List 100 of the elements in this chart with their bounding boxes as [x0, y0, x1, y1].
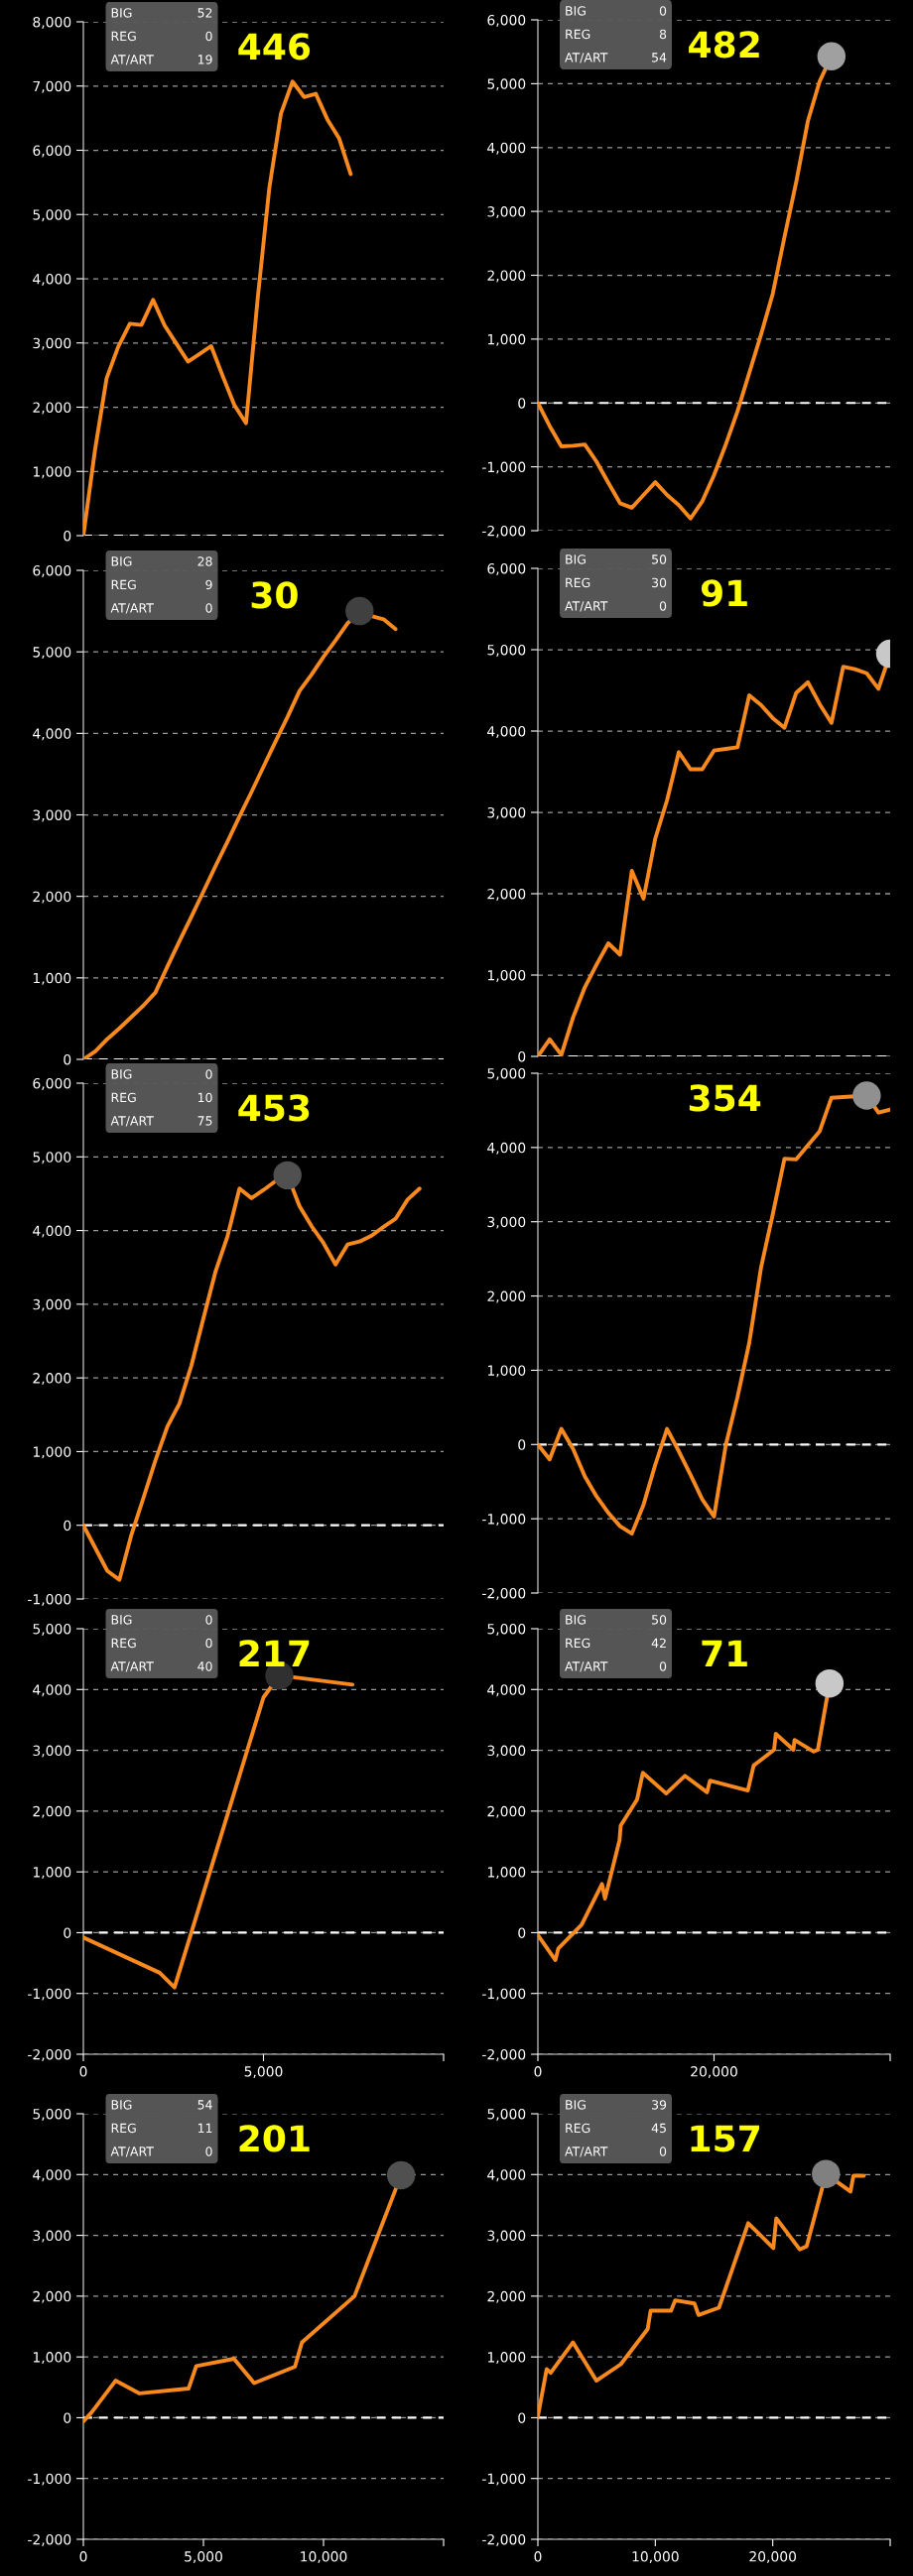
y-tick-label: 0 [64, 1520, 71, 1532]
y-tick-label: 6,000 [487, 14, 526, 27]
chart-title: 453 [238, 1094, 310, 1122]
text: BIG [111, 556, 132, 566]
annotation: AT/ART [565, 53, 608, 63]
annotation: 30 [652, 577, 667, 588]
y-tick-label: -1,000 [28, 1988, 71, 2001]
text: 0 [659, 6, 667, 16]
chart-title: 201 [239, 2125, 310, 2152]
y-tick-label: 3,000 [487, 1745, 526, 1758]
annotation: AT/ART [110, 55, 154, 65]
y-tick-label: -1,000 [482, 461, 526, 474]
y-tick-label: 4,000 [33, 2169, 71, 2182]
y-tick-label: 1,000 [33, 466, 71, 479]
y-tick-label: -2,000 [482, 1587, 526, 1600]
y-tick-label: 4,000 [33, 273, 71, 286]
y-tick-label: 3,000 [487, 1216, 526, 1229]
y-tick-label: -1,000 [482, 1988, 526, 2001]
y-tick-label: 5,000 [33, 209, 71, 222]
line-series [538, 2171, 866, 2419]
y-tick-label: 0 [518, 398, 526, 409]
annotation: 9 [205, 579, 212, 590]
y-tick-label: 6,000 [33, 1077, 71, 1090]
annotation: REG [111, 1092, 136, 1103]
text: BIG [111, 2100, 132, 2110]
y-tick-label: 0 [518, 1439, 526, 1450]
annotation: AT/ART [110, 1116, 154, 1127]
annotation: 40 [197, 1661, 212, 1671]
annotation: 0 [659, 2147, 667, 2156]
y-tick-label: 1,000 [487, 2352, 526, 2365]
chart-title: 91 [701, 579, 747, 607]
y-tick-label: 6,000 [487, 562, 526, 575]
y-tick-label: 3,000 [487, 206, 526, 219]
y-tick-label: 2,000 [487, 270, 526, 283]
text: BIG [111, 8, 132, 18]
y-tick-label: 5,000 [33, 1152, 71, 1165]
x-tick-label: 0 [534, 2066, 542, 2077]
annotation: 0 [205, 603, 212, 613]
y-tick-label: 2,000 [33, 1805, 71, 1818]
y-tick-label: 6,000 [33, 564, 71, 577]
y-tick-label: -2,000 [482, 2533, 526, 2546]
x-tick-label: 10,000 [632, 2551, 679, 2563]
y-tick-label: 1,000 [33, 1446, 71, 1459]
y-tick-label: 3,000 [33, 1298, 71, 1311]
y-tick-label: -2,000 [482, 525, 526, 538]
y-tick-label: 3,000 [33, 2230, 71, 2243]
y-tick-label: 5,000 [487, 1623, 526, 1636]
text: 50 [652, 1615, 667, 1625]
annotation: AT/ART [565, 2147, 608, 2157]
y-tick-label: 7,000 [33, 80, 71, 93]
y-tick-label: 6,000 [33, 145, 71, 158]
y-tick-label: 1,000 [487, 969, 526, 982]
y-tick-label: -2,000 [482, 2048, 526, 2061]
y-tick-label: -2,000 [28, 2533, 71, 2546]
chart-title: 71 [702, 1640, 747, 1666]
y-tick-label: 4,000 [33, 1684, 71, 1697]
text: 39 [652, 2100, 667, 2110]
y-tick-label: 0 [64, 2412, 71, 2423]
x-tick-label: 0 [534, 2551, 542, 2562]
y-tick-label: 3,000 [487, 2230, 526, 2243]
x-tick-label: 10,000 [301, 2551, 347, 2563]
text: BIG [111, 1615, 132, 1625]
y-tick-label: 2,000 [33, 402, 71, 415]
y-tick-label: 3,000 [33, 809, 71, 822]
text: BIG [566, 2100, 586, 2110]
x-tick-label: 20,000 [749, 2551, 797, 2563]
annotation: 75 [197, 1116, 212, 1126]
text: 52 [197, 8, 212, 18]
annotation: REG [111, 2123, 136, 2134]
chart-title: 446 [238, 33, 311, 61]
annotation: 10 [197, 1092, 212, 1103]
y-tick-label: -1,000 [28, 2473, 71, 2486]
x-tick-label: 0 [79, 2551, 87, 2562]
y-tick-label: 0 [64, 1053, 71, 1065]
y-tick-label: 1,000 [33, 972, 71, 985]
annotation: 42 [651, 1638, 666, 1648]
y-tick-label: 1,000 [487, 333, 526, 346]
annotation: 19 [197, 55, 212, 64]
y-tick-label: 5,000 [33, 1623, 71, 1636]
y-tick-label: 0 [518, 2412, 526, 2423]
annotation: REG [111, 1638, 136, 1649]
y-tick-label: 4,000 [487, 2169, 526, 2182]
y-tick-label: 5,000 [487, 644, 526, 657]
y-tick-label: 2,000 [33, 2290, 71, 2303]
annotation: AT/ART [565, 1661, 608, 1672]
annotation: 54 [652, 53, 667, 62]
y-tick-label: 5,000 [487, 78, 526, 91]
y-tick-label: -1,000 [28, 1593, 71, 1606]
chart-title: 157 [691, 2125, 759, 2152]
y-tick-label: 0 [64, 1927, 71, 1938]
y-tick-label: 4,000 [487, 1142, 526, 1155]
annotation: 8 [659, 29, 667, 40]
y-tick-label: 1,000 [33, 2352, 71, 2365]
y-tick-label: 2,000 [487, 1805, 526, 1818]
y-tick-label: 1,000 [487, 1365, 526, 1378]
annotation: AT/ART [565, 601, 608, 612]
x-tick-label: 20,000 [691, 2066, 737, 2078]
line-series [83, 1673, 355, 1990]
annotation: 0 [205, 1638, 212, 1649]
annotation: REG [566, 577, 590, 588]
